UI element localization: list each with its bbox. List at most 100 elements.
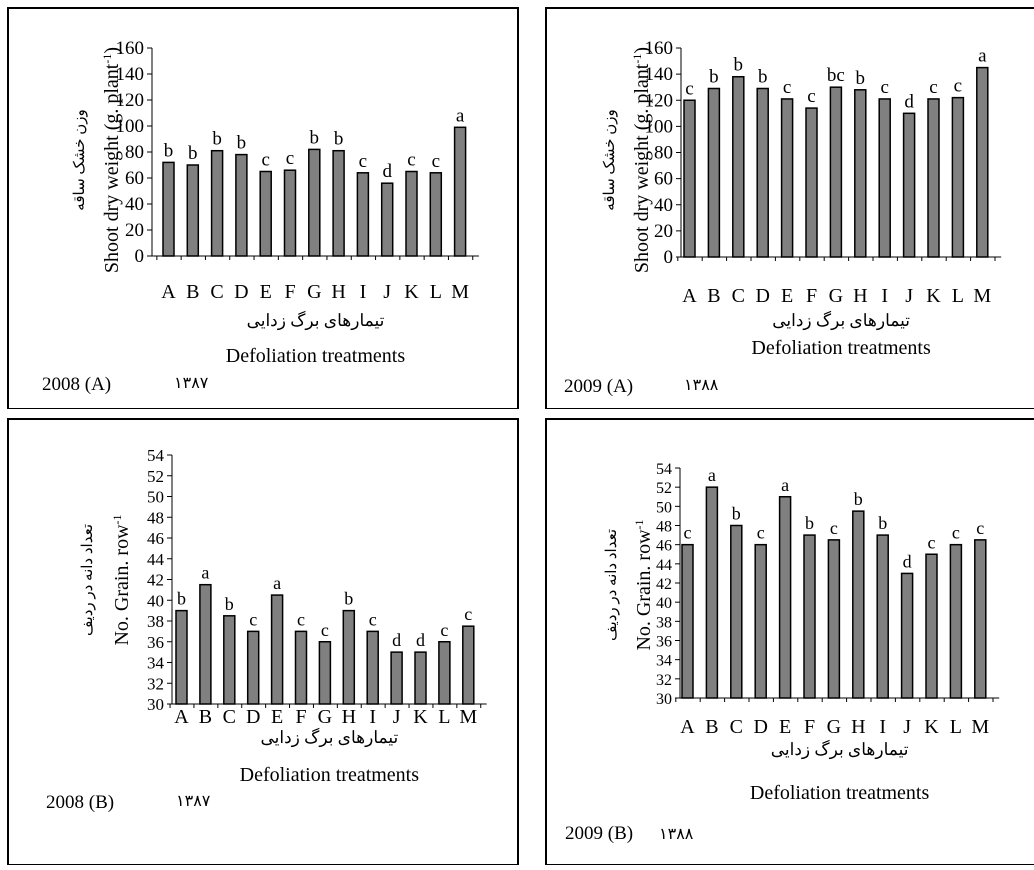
chart-grain-per-row-2008: 30323436384042444648505254bAaBbCcDaEcFcG… xyxy=(7,418,519,866)
x-category-label: C xyxy=(223,706,236,728)
x-category-label: K xyxy=(413,706,428,728)
x-category-label: E xyxy=(781,285,793,307)
significance-letter: c xyxy=(464,604,472,624)
bar-I xyxy=(878,98,891,258)
bar-M xyxy=(974,539,987,699)
significance-letter: a xyxy=(708,465,716,485)
bar-L xyxy=(429,172,443,257)
y-axis-label-fa: تعداد دانه در ردیف xyxy=(80,524,96,636)
bar-C xyxy=(730,524,743,699)
bar-A xyxy=(683,99,696,258)
y-axis-label-fa: وزن خشک ساقه xyxy=(72,109,88,210)
x-category-label: H xyxy=(853,285,867,307)
bar-I xyxy=(356,172,370,257)
y-tick-label: 40 xyxy=(656,595,672,612)
bar-G xyxy=(318,641,332,705)
significance-letter: d xyxy=(392,630,401,650)
x-category-label: K xyxy=(926,285,941,307)
y-tick-label: 120 xyxy=(645,90,674,111)
year-label-fa: ۱۳۸۷ xyxy=(174,375,209,392)
x-axis-label: Defoliation treatments xyxy=(226,345,406,367)
x-category-label: G xyxy=(829,285,843,307)
significance-letter: c xyxy=(685,78,693,99)
y-axis-label: Shoot dry weight (g. plant-1) xyxy=(630,47,653,273)
x-category-label: D xyxy=(755,285,769,307)
significance-letter: b xyxy=(854,489,863,509)
y-tick-label: 50 xyxy=(656,499,672,516)
x-axis-label-fa: تیمارهای برگ زدایی xyxy=(772,310,910,331)
x-axis-label-fa: تیمارهای برگ زدایی xyxy=(247,310,385,331)
x-category-label: M xyxy=(971,716,989,738)
x-category-label: E xyxy=(271,706,283,728)
bar-I xyxy=(876,534,889,699)
bar-M xyxy=(976,66,989,258)
x-category-label: K xyxy=(924,716,939,738)
bar-H xyxy=(852,510,865,699)
significance-letter: a xyxy=(273,573,281,593)
x-category-label: C xyxy=(730,716,743,738)
bar-K xyxy=(927,98,940,258)
x-category-label: G xyxy=(318,706,332,728)
y-tick-label: 46 xyxy=(147,529,164,548)
y-tick-label: 140 xyxy=(645,64,674,85)
year-label: 2008 (A) xyxy=(42,374,111,395)
significance-letter: d xyxy=(904,91,914,112)
significance-letter: c xyxy=(407,150,415,171)
significance-letter: c xyxy=(783,77,791,98)
bar-C xyxy=(223,615,236,705)
y-tick-label: 60 xyxy=(125,168,144,189)
x-category-label: E xyxy=(260,281,272,303)
significance-letter: d xyxy=(416,630,425,650)
y-tick-label: 160 xyxy=(645,38,674,59)
bar-D xyxy=(235,153,248,257)
bar-A xyxy=(681,543,694,699)
y-tick-label: 80 xyxy=(654,143,673,164)
bar-L xyxy=(438,641,451,705)
x-category-label: I xyxy=(881,285,888,307)
bar-J xyxy=(902,112,916,258)
x-category-label: F xyxy=(284,281,295,303)
bar-A xyxy=(175,609,188,705)
y-tick-label: 48 xyxy=(147,508,164,527)
x-category-label: C xyxy=(210,281,223,303)
y-tick-label: 60 xyxy=(654,169,673,190)
y-tick-label: 100 xyxy=(645,116,674,137)
x-category-label: G xyxy=(307,281,321,303)
significance-letter: c xyxy=(830,518,838,538)
y-tick-label: 160 xyxy=(116,38,145,59)
significance-letter: c xyxy=(952,523,960,543)
significance-letter: a xyxy=(781,475,789,495)
bar-F xyxy=(283,169,297,257)
significance-letter: b xyxy=(310,127,320,148)
significance-letter: c xyxy=(684,523,692,543)
significance-letter: b xyxy=(188,143,198,164)
bar-B xyxy=(705,486,719,699)
significance-letter: b xyxy=(878,513,887,533)
bar-H xyxy=(854,89,867,258)
x-category-label: B xyxy=(186,281,199,303)
y-tick-label: 52 xyxy=(147,467,164,486)
bar-F xyxy=(805,107,818,258)
significance-letter: b xyxy=(344,589,353,609)
significance-letter: b xyxy=(856,68,866,89)
x-category-label: M xyxy=(973,285,991,307)
y-tick-label: 38 xyxy=(656,614,672,631)
bar-K xyxy=(414,651,427,705)
x-category-label: H xyxy=(851,716,865,738)
x-category-label: J xyxy=(903,716,911,738)
significance-letter: b xyxy=(177,589,186,609)
year-label: 2008 (B) xyxy=(46,792,114,813)
y-tick-label: 44 xyxy=(147,550,165,569)
bar-H xyxy=(342,609,356,705)
bar-L xyxy=(949,543,963,699)
year-label: 2009 (A) xyxy=(564,376,633,397)
y-tick-label: 20 xyxy=(654,221,673,242)
significance-letter: c xyxy=(976,518,984,538)
x-category-label: J xyxy=(905,285,913,307)
bar-E xyxy=(270,594,284,705)
y-tick-label: 46 xyxy=(656,538,672,555)
x-category-label: F xyxy=(806,285,817,307)
